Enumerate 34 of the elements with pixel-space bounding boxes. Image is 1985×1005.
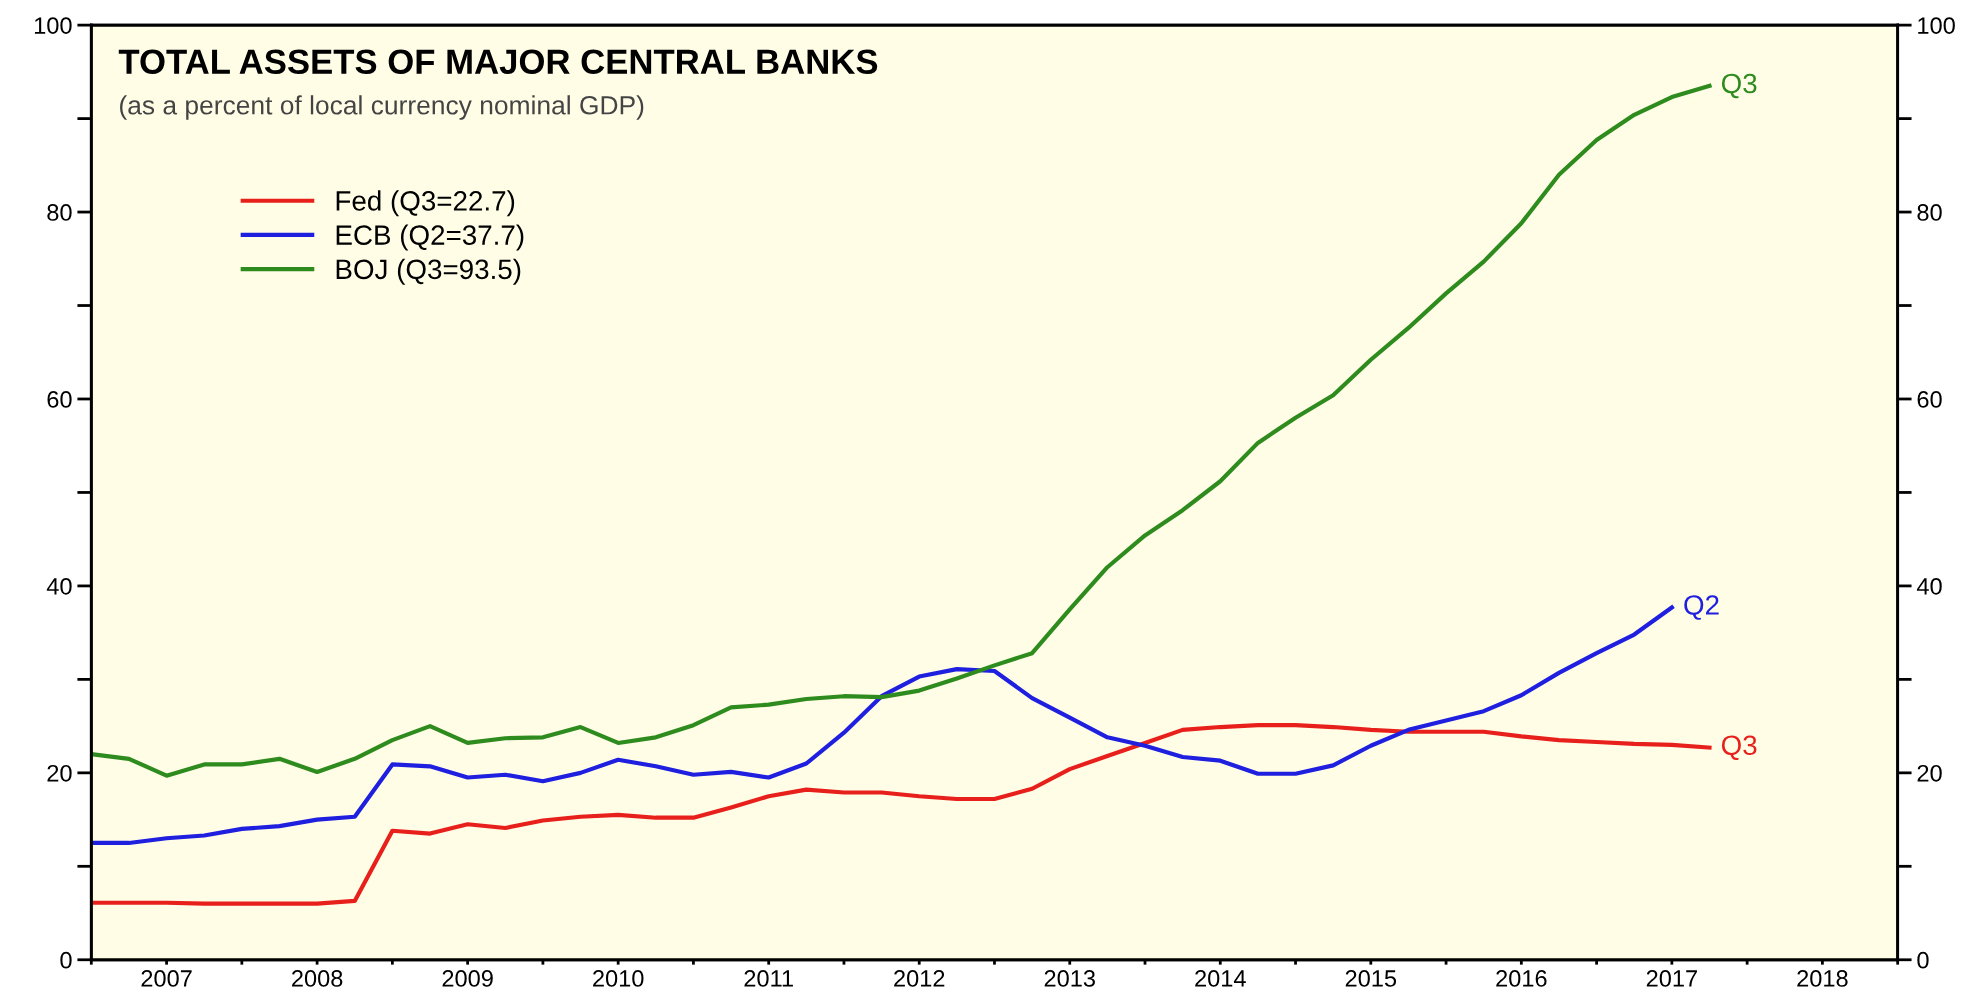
legend-label: ECB (Q2=37.7) [336,224,524,251]
x-tick-label: 2016 [1496,970,1547,987]
x-tick-label: 2014 [1195,970,1246,987]
legend-label: Fed (Q3=22.7) [336,190,515,217]
y-tick-label: 80 [47,204,72,221]
y-tick-label: 60 [47,391,72,408]
x-tick-label: 2015 [1345,970,1397,987]
x-tick-label: 2017 [1646,970,1697,987]
y-tick-label: 20 [47,764,72,782]
text: (as a percent of local currency nominal GDP) [120,95,644,120]
y-tick-label: 0 [60,951,72,969]
y2-tick-label: 0 [1917,951,1929,969]
y2-tick-label: 40 [1916,577,1942,595]
y2-tick-label: 60 [1917,391,1942,408]
x-tick-label: 2011 [744,970,793,987]
text: TOTAL ASSETS OF MAJOR CENTRAL BANKS [118,49,878,74]
x-tick-label: 2012 [894,970,945,987]
y-tick-label: 100 [34,17,72,34]
x-tick-label: 2009 [442,970,493,987]
annotation: Q3 [1721,735,1757,761]
x-tick-label: 2010 [593,970,644,987]
line-series [91,605,1674,846]
x-tick-label: 2018 [1797,970,1848,987]
x-tick-label: 2008 [292,970,343,987]
y2-tick-label: 20 [1917,764,1942,782]
x-tick-label: 2013 [1044,970,1095,987]
line-series [91,723,1712,906]
y2-tick-label: 100 [1918,17,1955,34]
annotation: Q2 [1684,595,1719,620]
annotation: Q3 [1721,73,1757,99]
legend-label: BOJ (Q3=93.5) [336,258,521,285]
y-tick-label: 40 [46,577,72,595]
y2-tick-label: 80 [1917,204,1942,221]
x-tick-label: 2007 [141,970,192,987]
